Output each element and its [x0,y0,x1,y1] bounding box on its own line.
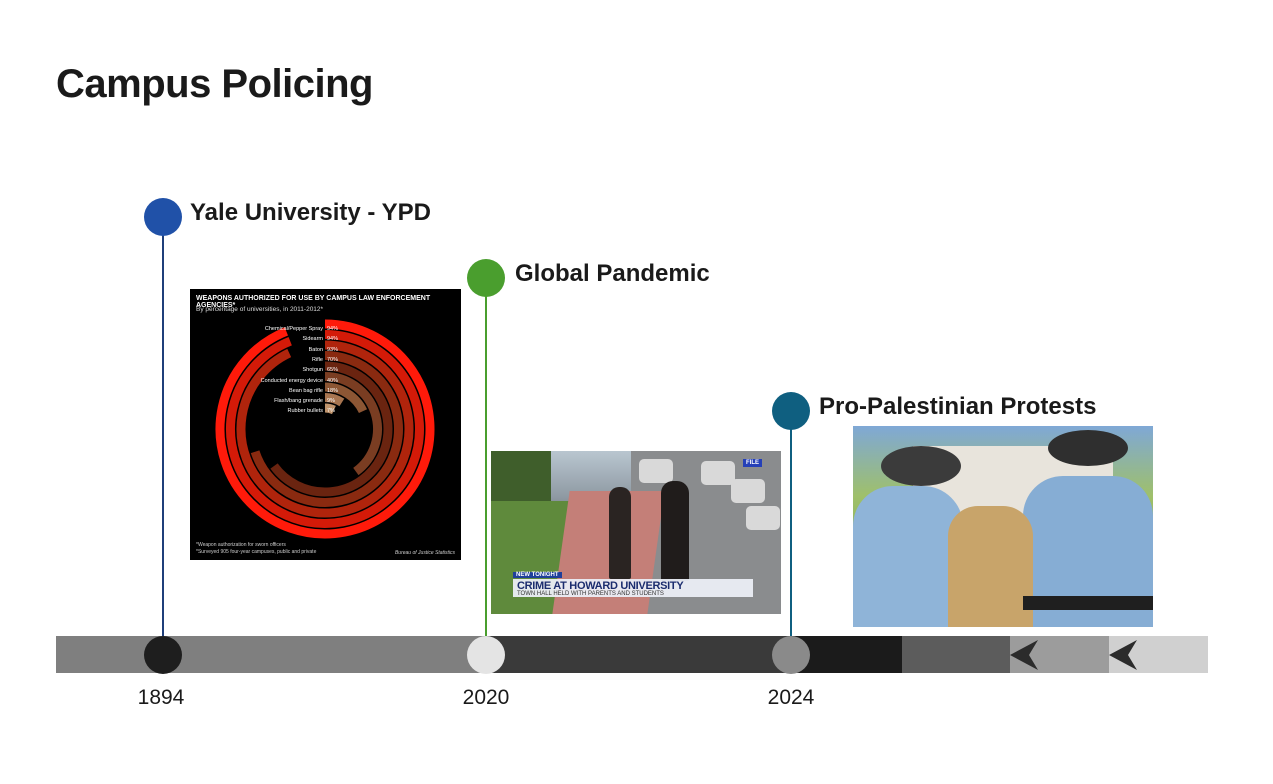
event-pin-yale[interactable] [144,198,182,236]
year-label-2024: 2024 [767,686,815,709]
row-value: 7% [327,408,335,415]
chart-image-footnote-2: *Surveyed 905 four-year campuses, public… [196,549,317,555]
radial-bar-graphic [215,319,435,539]
timeline-segment [792,636,902,673]
timeline-segment [486,636,792,673]
event-pin-pandemic[interactable] [467,259,505,297]
duty-belt-shape [1023,596,1153,610]
row-value: 9% [327,398,335,405]
row-label: Flash/bang grenade [274,398,323,405]
howard-news-image[interactable]: FILE NEW TONIGHT CRIME AT HOWARD UNIVERS… [491,451,781,614]
timeline-node-2020[interactable] [467,636,505,674]
arrow-left-icon [1010,640,1038,670]
row-value: 70% [327,356,339,363]
car-shape [746,506,780,530]
chart-image-footnote: *Weapon authorization for sworn officers… [196,542,316,556]
timeline-segment [902,636,1010,673]
chart-image-subtitle: By percentage of universities, in 2011-2… [196,306,324,313]
event-stem-protests [790,429,792,636]
ring-bar [324,372,382,476]
row-label: Rubber bullets [287,408,323,415]
student-figure [609,487,631,579]
event-label-yale: Yale University - YPD [190,199,432,226]
timeline-node-1894[interactable] [144,636,182,674]
row-label: Rifle [311,356,323,363]
timeline-node-2024[interactable] [772,636,810,674]
student-figure [661,481,689,581]
ring-bar [270,361,393,497]
chart-image-title: WEAPONS AUTHORIZED FOR USE BY CAMPUS LAW… [196,295,431,309]
row-value: 40% [327,377,339,384]
row-label: Chemical/Pepper Spray [264,326,323,332]
year-label-2020: 2020 [462,686,510,709]
ring-bar [324,382,368,414]
chart-image-footnote-1: *Weapon authorization for sworn officers [196,542,286,548]
event-label-protests: Pro-Palestinian Protests [819,393,1097,420]
car-shape [639,459,673,483]
row-value: 94% [327,336,339,343]
row-value: 18% [327,387,339,394]
chart-image-source: Bureau of Justice Statistics [394,550,455,556]
row-label: Bean bag rifle [289,387,323,394]
protest-arrest-image[interactable] [853,426,1153,627]
file-tag: FILE [743,459,762,467]
officer-figure [853,486,963,627]
arrow-left-icon [1109,640,1137,670]
timeline-segment [56,636,486,673]
ring-bar [236,340,414,518]
row-label: Sidearm [302,336,323,343]
row-label: Conducted energy device [260,377,323,384]
campaign-hat-shape [1048,430,1128,466]
car-shape [731,479,765,503]
row-value: 93% [327,346,339,353]
year-label-1894: 1894 [137,686,185,709]
ring-bar [250,351,403,507]
event-pin-protests[interactable] [772,392,810,430]
protester-figure [948,506,1033,627]
row-label: Shotgun [302,367,324,374]
ring-bar [324,403,336,415]
page-title: Campus Policing [56,62,374,106]
news-subline: TOWN HALL HELD WITH PARENTS AND STUDENTS [517,591,664,597]
row-value: 94% [327,326,339,332]
row-label: Baton [308,346,323,353]
ring-bar [324,393,345,407]
ring-bar [215,319,435,539]
campaign-hat-shape [881,446,961,486]
news-lower-third [513,579,753,597]
event-stem-pandemic [485,296,487,636]
weapons-chart-image[interactable]: WEAPONS AUTHORIZED FOR USE BY CAMPUS LAW… [190,289,461,560]
news-tag: NEW TONIGHT [513,572,562,578]
row-value: 65% [327,367,339,374]
car-shape [701,461,735,485]
event-label-pandemic: Global Pandemic [515,260,710,287]
news-headline: CRIME AT HOWARD UNIVERSITY [517,580,684,592]
ring-bar [226,330,424,528]
event-stem-yale [162,235,164,636]
